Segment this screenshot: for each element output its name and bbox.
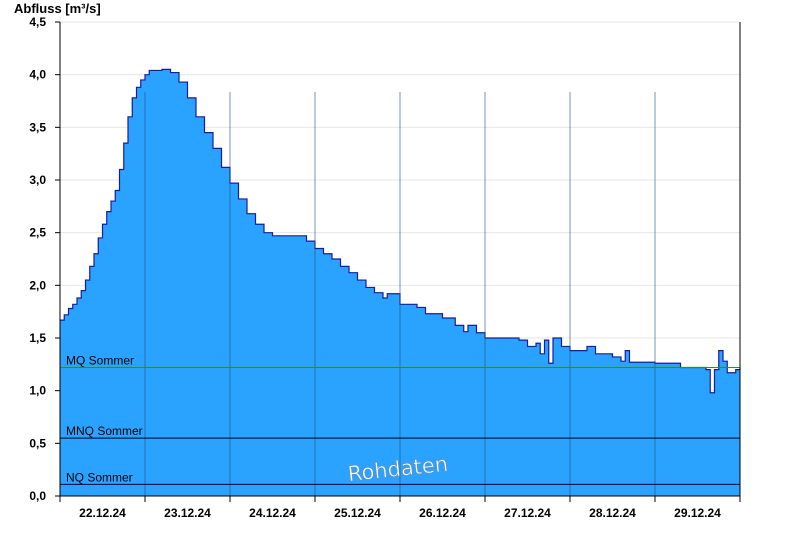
- y-tick-labels: 0,0 0,5 1,0 1,5 2,0 2,5 3,0 3,5 4,0 4,5: [29, 15, 46, 503]
- y-tick-label-4: 2,0: [29, 278, 46, 292]
- y-tick-label-9: 4,5: [29, 15, 46, 29]
- x-tick-label-2: 24.12.24: [249, 506, 296, 520]
- y-tick-label-2: 1,0: [29, 384, 46, 398]
- day-separator-lines: [144, 92, 656, 496]
- x-tick-label-0: 22.12.24: [79, 506, 126, 520]
- x-tick-labels: 22.12.24 23.12.24 24.12.24 25.12.24 26.12.24…: [79, 506, 721, 520]
- y-tick-label-3: 1,5: [29, 331, 46, 345]
- x-tick-label-1: 23.12.24: [164, 506, 211, 520]
- y-tick-label-7: 3,5: [29, 120, 46, 134]
- discharge-series-line: [60, 68, 741, 394]
- y-tick-label-8: 4,0: [29, 68, 46, 82]
- x-tick-label-7: 29.12.24: [674, 506, 721, 520]
- y-tick-label-0: 0,0: [29, 489, 46, 503]
- reference-label-1: MNQ Sommer: [66, 424, 143, 438]
- reference-label-2: NQ Sommer: [66, 470, 133, 484]
- x-tick-label-3: 25.12.24: [334, 506, 381, 520]
- reference-lines: MQ Sommer MNQ Sommer NQ Sommer: [60, 353, 740, 485]
- y-tick-label-5: 2,5: [29, 226, 46, 240]
- y-tick-label-6: 3,0: [29, 173, 46, 187]
- axes: [55, 21, 741, 502]
- x-tick-label-4: 26.12.24: [419, 506, 466, 520]
- reference-label-0: MQ Sommer: [66, 353, 134, 367]
- x-tick-label-6: 28.12.24: [589, 506, 636, 520]
- x-tick-label-5: 27.12.24: [504, 506, 551, 520]
- y-axis-title: Abfluss [m³/s]: [14, 1, 101, 16]
- y-tick-label-1: 0,5: [29, 436, 46, 450]
